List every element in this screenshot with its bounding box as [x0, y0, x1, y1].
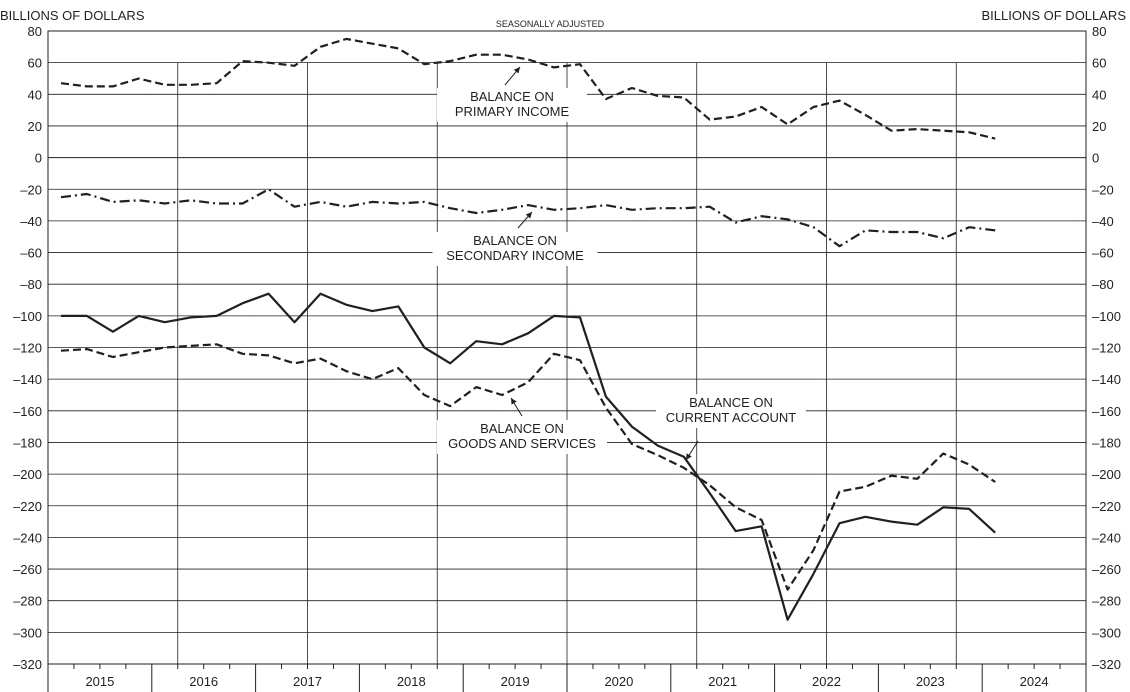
- annotation-text: GOODS AND SERVICES: [448, 436, 596, 451]
- year-label: 2023: [916, 674, 945, 689]
- year-label: 2022: [812, 674, 841, 689]
- y-tick-label-left: 80: [28, 24, 42, 39]
- y-tick-label-left: 0: [35, 151, 42, 166]
- annotation-arrowhead: [513, 67, 520, 74]
- y-tick-label-right: 60: [1092, 56, 1106, 71]
- y-tick-label-right: –260: [1092, 562, 1121, 577]
- y-tick-label-right: –140: [1092, 372, 1121, 387]
- y-tick-label-left: –280: [13, 594, 42, 609]
- year-label: 2016: [189, 674, 218, 689]
- chart-subtitle: SEASONALLY ADJUSTED: [496, 19, 605, 29]
- y-tick-label-left: –160: [13, 404, 42, 419]
- y-tick-label-left: –300: [13, 625, 42, 640]
- annotation-bg: [432, 232, 598, 266]
- year-label: 2015: [85, 674, 114, 689]
- annotation-text: BALANCE ON: [480, 421, 564, 436]
- y-tick-label-left: –220: [13, 499, 42, 514]
- annotation-text: PRIMARY INCOME: [455, 104, 570, 119]
- current-account-line: [61, 292, 996, 621]
- y-tick-label-left: 20: [28, 119, 42, 134]
- annotation-text: SECONDARY INCOME: [446, 248, 584, 263]
- y-tick-label-right: –120: [1092, 341, 1121, 356]
- year-labels: 2015 2016 2017 2018 2019 2020 2021 2022 2023 2024: [85, 674, 1048, 689]
- year-label: 2018: [397, 674, 426, 689]
- y-tick-label-right: –200: [1092, 467, 1121, 482]
- primary-income-line: [60, 37, 996, 140]
- annotation-arrowhead: [525, 212, 532, 219]
- y-tick-label-right: –100: [1092, 309, 1121, 324]
- annotation-bg: [656, 394, 806, 428]
- year-label: 2021: [708, 674, 737, 689]
- secondary-income-line: [60, 188, 996, 248]
- annotation-arrowhead: [686, 453, 692, 460]
- y-tick-label-left: –200: [13, 467, 42, 482]
- y-tick-label-right: –160: [1092, 404, 1121, 419]
- y-tick-labels: 80 80 60 60 40 40 20 20 0 0 –20 –20 –40 –40 –60 –60 –80 –…: [13, 24, 1121, 672]
- annotation-bg: [437, 420, 607, 454]
- annotation-text: CURRENT ACCOUNT: [666, 410, 797, 425]
- y-tick-label-right: –80: [1092, 277, 1114, 292]
- annotation-text: BALANCE ON: [473, 233, 557, 248]
- y-tick-label-right: –300: [1092, 625, 1121, 640]
- y-tick-label-left: –60: [20, 246, 42, 261]
- y-tick-label-left: –180: [13, 435, 42, 450]
- y-tick-label-left: –100: [13, 309, 42, 324]
- year-label: 2019: [501, 674, 530, 689]
- y-tick-label-right: –320: [1092, 657, 1121, 672]
- y-tick-label-left: –140: [13, 372, 42, 387]
- y-tick-label-left: 40: [28, 87, 42, 102]
- annotation-bg: [437, 88, 587, 122]
- y-tick-label-left: 60: [28, 56, 42, 71]
- y-tick-label-right: 80: [1092, 24, 1106, 39]
- y-tick-label-right: –280: [1092, 594, 1121, 609]
- y-tick-label-left: –80: [20, 277, 42, 292]
- year-label: 2017: [293, 674, 322, 689]
- y-tick-label-left: –40: [20, 214, 42, 229]
- y-tick-label-left: –320: [13, 657, 42, 672]
- y-axis-title-left: BILLIONS OF DOLLARS: [0, 8, 145, 23]
- y-tick-label-right: 0: [1092, 151, 1099, 166]
- y-tick-label-left: –260: [13, 562, 42, 577]
- year-label: 2020: [604, 674, 633, 689]
- y-tick-label-left: –120: [13, 341, 42, 356]
- y-tick-label-left: –240: [13, 530, 42, 545]
- y-tick-label-left: –20: [20, 182, 42, 197]
- goods-services-line: [60, 343, 996, 591]
- y-axis-title-right: BILLIONS OF DOLLARS: [982, 8, 1127, 23]
- y-tick-label-right: –20: [1092, 182, 1114, 197]
- series-lines: [60, 37, 996, 621]
- y-tick-label-right: –220: [1092, 499, 1121, 514]
- annotation-arrowhead: [511, 398, 517, 405]
- y-tick-label-right: –40: [1092, 214, 1114, 229]
- y-tick-label-right: –60: [1092, 246, 1114, 261]
- annotation-text: BALANCE ON: [470, 89, 554, 104]
- y-tick-label-right: –240: [1092, 530, 1121, 545]
- y-tick-label-right: –180: [1092, 435, 1121, 450]
- annotation-text: BALANCE ON: [689, 395, 773, 410]
- y-tick-label-right: 40: [1092, 87, 1106, 102]
- grid: [47, 30, 1087, 692]
- year-label: 2024: [1020, 674, 1049, 689]
- y-tick-label-right: 20: [1092, 119, 1106, 134]
